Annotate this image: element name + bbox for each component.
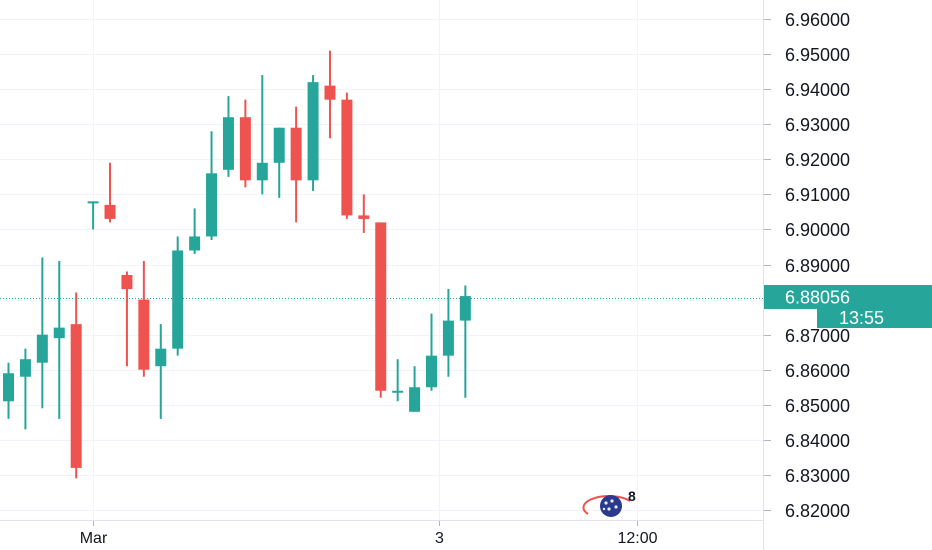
candle-body: [104, 204, 116, 219]
candle: [155, 324, 167, 419]
price-tick-label: 6.87000: [785, 326, 850, 346]
price-tick-label: 6.91000: [785, 185, 850, 205]
event-count: 8: [628, 488, 636, 504]
candle: [409, 366, 421, 412]
candle-body: [239, 117, 251, 181]
candle: [426, 313, 437, 391]
price-tick-label: 6.95000: [785, 45, 850, 65]
candles: [3, 50, 471, 479]
candle: [53, 260, 65, 419]
candle: [239, 99, 251, 188]
price-tick-label: 6.85000: [785, 396, 850, 416]
candle: [3, 362, 14, 419]
last-price-label-bg: [764, 285, 932, 309]
candle-body: [121, 275, 133, 290]
candle: [358, 194, 370, 233]
price-tick-label: 6.92000: [785, 150, 850, 170]
candle: [290, 106, 302, 223]
candle-body: [222, 117, 234, 170]
price-tick-label: 6.93000: [785, 115, 850, 135]
candle-body: [409, 387, 421, 412]
candle: [375, 222, 387, 398]
candle: [104, 162, 116, 223]
candle-body: [442, 320, 454, 356]
time-tick-label: 3: [435, 530, 444, 547]
candle-body: [87, 201, 99, 204]
economic-calendar-icon[interactable]: [582, 495, 631, 517]
candle-body: [138, 299, 150, 370]
candle-body: [392, 390, 404, 393]
candle-body: [375, 222, 387, 391]
price-tick-label: 6.94000: [785, 80, 850, 100]
candle: [273, 127, 285, 198]
time-tick-label: 12:00: [617, 530, 657, 547]
candle: [172, 236, 184, 356]
price-tick-label: 6.89000: [785, 256, 850, 276]
candle-body: [206, 173, 218, 237]
event-badge[interactable]: 8: [582, 488, 636, 517]
candle: [341, 92, 353, 219]
candle-body: [459, 296, 471, 321]
candle: [222, 96, 234, 177]
candle: [70, 292, 82, 479]
last-price-tag: 6.88056 13:55: [764, 285, 932, 328]
candle: [392, 359, 404, 402]
candle: [307, 75, 319, 191]
countdown-label: 13:55: [839, 308, 884, 328]
candle-body: [426, 355, 437, 388]
countdown-bg: [817, 307, 932, 328]
candle-body: [155, 348, 167, 367]
price-tick-label: 6.82000: [785, 501, 850, 521]
candle-body: [3, 373, 14, 402]
badge-ring: [582, 495, 631, 515]
candle: [459, 285, 471, 398]
candle: [206, 131, 218, 240]
candle: [138, 260, 150, 377]
price-tick-label: 6.83000: [785, 466, 850, 486]
price-tick-label: 6.86000: [785, 361, 850, 381]
candle-body: [189, 236, 201, 251]
price-tick-label: 6.84000: [785, 431, 850, 451]
time-tick-label: Mar: [80, 530, 108, 547]
candle-body: [290, 127, 302, 181]
candle-body: [358, 215, 370, 219]
candle-body: [19, 359, 31, 377]
candle-body: [273, 127, 285, 163]
last-price-label: 6.88056: [785, 288, 850, 308]
candle-body: [324, 85, 336, 100]
candle-body: [341, 99, 353, 216]
price-tick-label: 6.90000: [785, 220, 850, 240]
candle: [189, 208, 201, 254]
candle-body: [53, 327, 65, 339]
candle-body: [70, 324, 82, 468]
time-axis[interactable]: Mar 3 12:00: [80, 521, 658, 547]
badge-circle: [600, 495, 622, 517]
candle: [36, 257, 48, 409]
price-tick-label: 6.96000: [785, 10, 850, 30]
candle-body: [36, 334, 48, 363]
candle: [256, 75, 268, 195]
candle-body: [256, 162, 268, 181]
candle: [121, 271, 133, 367]
candle: [19, 348, 31, 430]
candle: [442, 289, 454, 377]
candle-body: [307, 82, 319, 181]
candle-body: [172, 250, 184, 349]
price-axis[interactable]: 6.82000 6.83000 6.84000 6.85000 6.86000 6.870…: [764, 10, 850, 521]
candle: [87, 201, 99, 230]
candle: [324, 50, 336, 139]
